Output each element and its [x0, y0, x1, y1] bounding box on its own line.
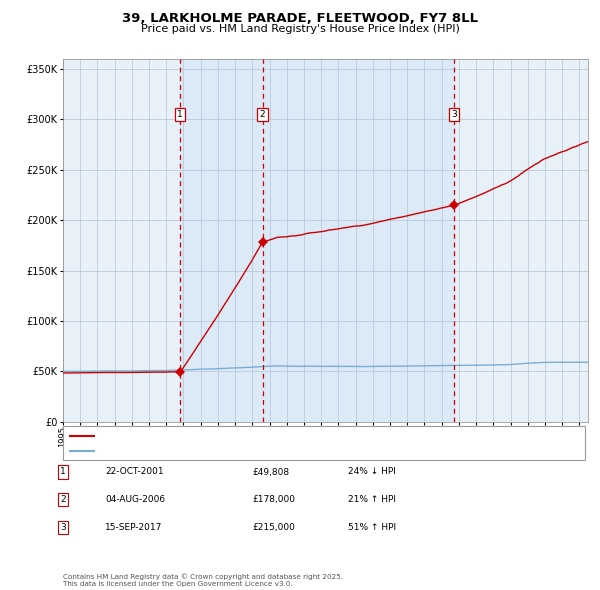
- Bar: [263, 59, 454, 422]
- Text: 2: 2: [60, 495, 66, 504]
- Text: 24% ↓ HPI: 24% ↓ HPI: [348, 467, 396, 477]
- Text: 21% ↑ HPI: 21% ↑ HPI: [348, 495, 396, 504]
- Text: 04-AUG-2006: 04-AUG-2006: [105, 495, 165, 504]
- Text: £178,000: £178,000: [252, 495, 295, 504]
- Text: 1: 1: [60, 467, 66, 477]
- Text: Price paid vs. HM Land Registry's House Price Index (HPI): Price paid vs. HM Land Registry's House …: [140, 24, 460, 34]
- Text: £49,808: £49,808: [252, 467, 289, 477]
- Text: HPI: Average price, semi-detached house, Wyre: HPI: Average price, semi-detached house,…: [99, 447, 305, 456]
- Text: 22-OCT-2001: 22-OCT-2001: [105, 467, 164, 477]
- Text: 39, LARKHOLME PARADE, FLEETWOOD, FY7 8LL (semi-detached house): 39, LARKHOLME PARADE, FLEETWOOD, FY7 8LL…: [99, 431, 407, 440]
- Text: £215,000: £215,000: [252, 523, 295, 532]
- Text: 51% ↑ HPI: 51% ↑ HPI: [348, 523, 396, 532]
- Bar: [180, 59, 262, 422]
- Text: Contains HM Land Registry data © Crown copyright and database right 2025.
This d: Contains HM Land Registry data © Crown c…: [63, 573, 343, 587]
- Text: 3: 3: [60, 523, 66, 532]
- Text: 15-SEP-2017: 15-SEP-2017: [105, 523, 163, 532]
- Text: 3: 3: [451, 110, 457, 119]
- Text: 2: 2: [260, 110, 265, 119]
- Text: 39, LARKHOLME PARADE, FLEETWOOD, FY7 8LL: 39, LARKHOLME PARADE, FLEETWOOD, FY7 8LL: [122, 12, 478, 25]
- Text: 1: 1: [178, 110, 183, 119]
